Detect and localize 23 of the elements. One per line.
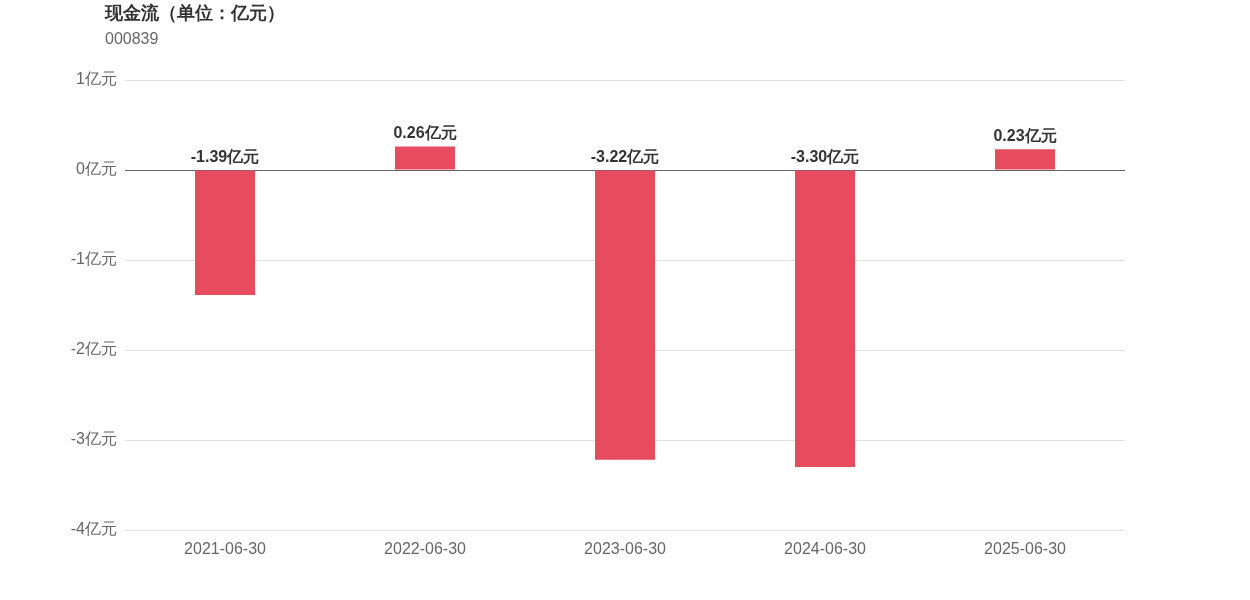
y-tick-label: -3亿元: [70, 430, 117, 448]
bar: [995, 149, 1055, 170]
y-tick-label: -4亿元: [70, 520, 117, 538]
data-label: -3.30亿元: [790, 147, 860, 165]
bar: [595, 170, 655, 460]
data-label: 0.23亿元: [993, 126, 1057, 144]
bar: [395, 146, 455, 170]
bar: [795, 170, 855, 467]
x-tick-label: 2022-06-30: [384, 540, 467, 558]
chart-subtitle: 000839: [105, 30, 159, 48]
y-tick-label: 1亿元: [76, 70, 117, 88]
data-label: -1.39亿元: [190, 147, 260, 165]
chart-title: 现金流（单位：亿元）: [105, 2, 285, 25]
y-tick-label: 0亿元: [76, 160, 117, 178]
x-tick-label: 2024-06-30: [784, 540, 867, 558]
y-tick-label: -2亿元: [70, 340, 117, 358]
x-tick-label: 2023-06-30: [584, 540, 667, 558]
bar: [195, 170, 255, 296]
x-tick-label: 2021-06-30: [184, 540, 267, 558]
data-label: -3.22亿元: [590, 147, 660, 165]
data-label: 0.26亿元: [393, 124, 457, 142]
y-tick-label: -1亿元: [70, 250, 117, 268]
x-tick-label: 2025-06-30: [984, 540, 1067, 558]
